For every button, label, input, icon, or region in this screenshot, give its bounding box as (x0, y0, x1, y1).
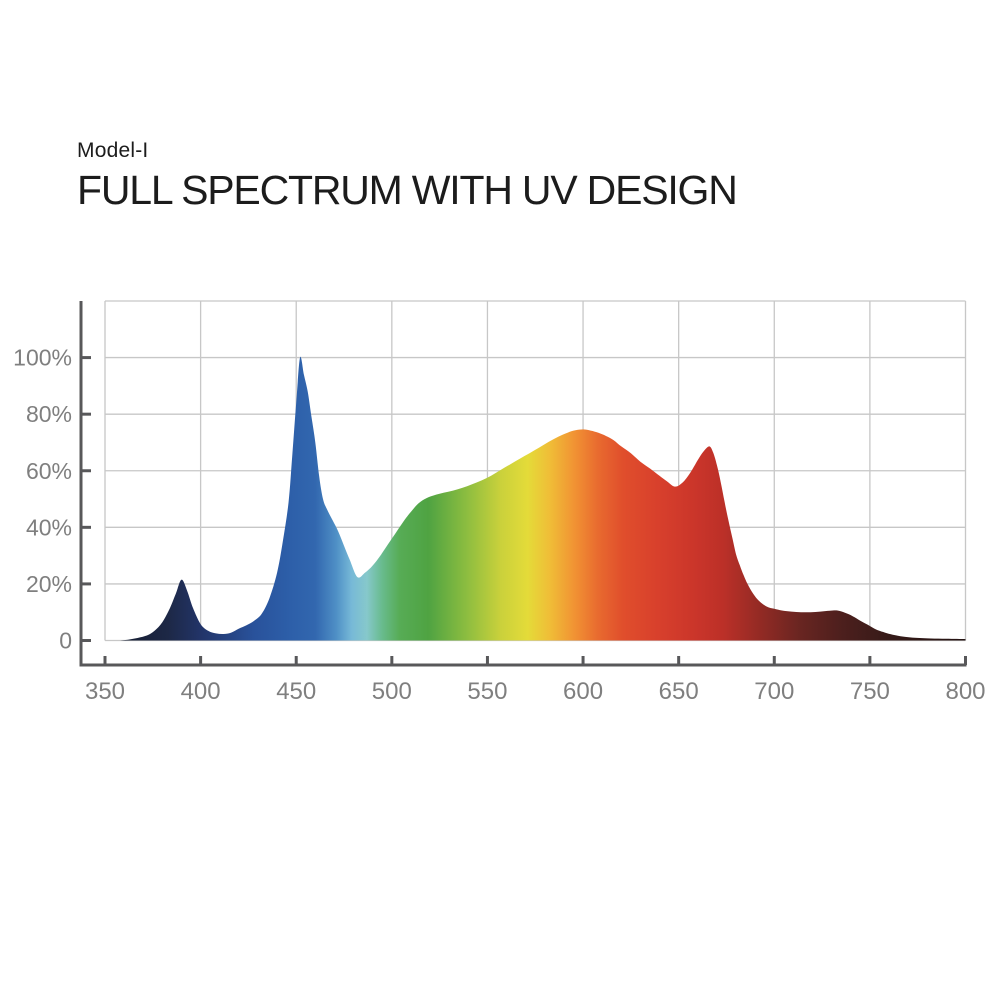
y-tick-label: 100% (13, 345, 72, 371)
x-tick-label: 600 (563, 678, 603, 705)
axes (79, 301, 967, 667)
x-tick-label: 650 (659, 678, 699, 705)
x-tick-label: 700 (754, 678, 794, 705)
x-tick-label: 450 (276, 678, 316, 705)
y-tick-label: 80% (26, 401, 72, 427)
spectrum-area (118, 356, 966, 641)
x-tick-label: 500 (372, 678, 412, 705)
x-tick-label: 800 (945, 678, 985, 705)
y-tick-label: 20% (26, 571, 72, 597)
x-tick-label: 400 (181, 678, 221, 705)
x-tick-label: 350 (85, 678, 125, 705)
x-tick-label: 750 (850, 678, 890, 705)
model-label: Model-I (77, 139, 149, 162)
y-tick-label: 40% (26, 514, 72, 540)
chart-header: Model-I FULL SPECTRUM WITH UV DESIGN (77, 138, 738, 213)
page-title: FULL SPECTRUM WITH UV DESIGN (77, 167, 738, 213)
y-tick-label: 0 (59, 628, 72, 654)
y-tick-label: 60% (26, 458, 72, 484)
axis-labels: 0 20% 40% 60% 80% 100% 350 400 450 500 550 600 650 70… (13, 345, 985, 705)
x-tick-label: 550 (467, 678, 507, 705)
